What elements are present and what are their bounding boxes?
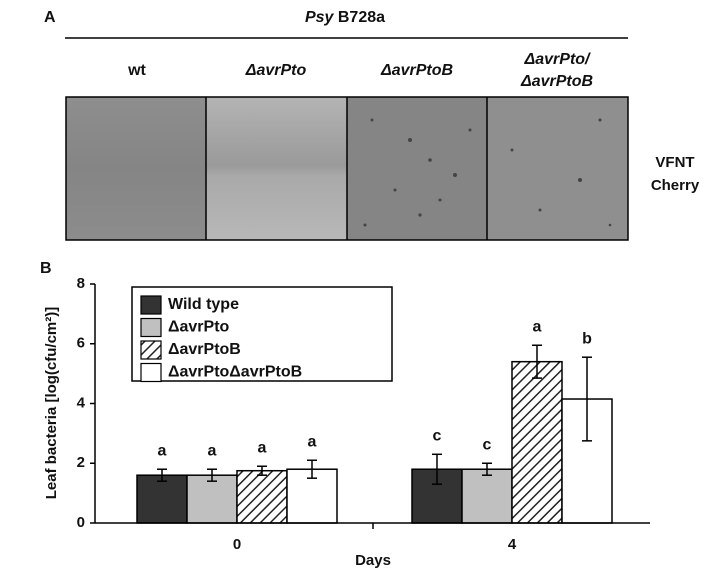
significance-letter: c [483,436,492,453]
significance-letter: b [582,330,592,347]
column-label: ΔavrPto [245,62,307,79]
row-label: Cherry [651,177,700,194]
column-label: ΔavrPto/ [524,51,592,68]
bar [186,474,238,524]
column-label: ΔavrPtoB [520,73,593,90]
bar [236,469,288,524]
bar [461,468,513,524]
strain-rest: B728a [338,9,385,26]
x-tick-label: 0 [233,536,241,553]
y-tick-label: 6 [77,335,85,352]
leaf-image [66,97,206,240]
significance-letter: a [258,439,267,456]
leaf-image [206,97,347,240]
legend-label: ΔavrPtoΔavrPtoB [168,364,302,381]
significance-letter: a [208,442,217,459]
legend-swatch [140,362,162,383]
leaf-image [347,97,487,240]
leaf-images [65,96,629,241]
leaf-image [487,97,628,240]
lesions [363,118,612,227]
y-tick-label: 4 [77,394,86,411]
legend-label: Wild type [168,296,239,313]
bar [136,474,188,524]
y-tick-label: 8 [77,275,85,292]
column-label: ΔavrPtoB [380,62,453,79]
significance-letter: c [433,428,442,445]
panel-label: A [44,9,56,26]
legend-swatch [140,317,162,338]
x-axis-label: Days [355,552,391,569]
significance-letter: a [308,433,317,450]
legend-box [131,286,393,382]
column-label: wt [127,62,146,79]
significance-letter: a [533,318,542,335]
strain-title: Psy B728a [305,9,385,26]
legend-swatch [140,295,162,315]
legend-swatch [140,340,162,360]
strain-italic: Psy [305,9,335,26]
y-axis-label: Leaf bacteria [log(cfu/cm²)] [43,307,60,500]
y-tick-label: 0 [77,514,85,531]
legend-label: ΔavrPto [168,319,230,336]
row-label: VFNT [655,154,694,171]
panel-label: B [40,260,52,277]
significance-letter: a [158,442,167,459]
y-tick-label: 2 [77,454,85,471]
x-tick-label: 4 [508,536,517,553]
legend-label: ΔavrPtoB [168,341,241,358]
bar [511,360,563,524]
